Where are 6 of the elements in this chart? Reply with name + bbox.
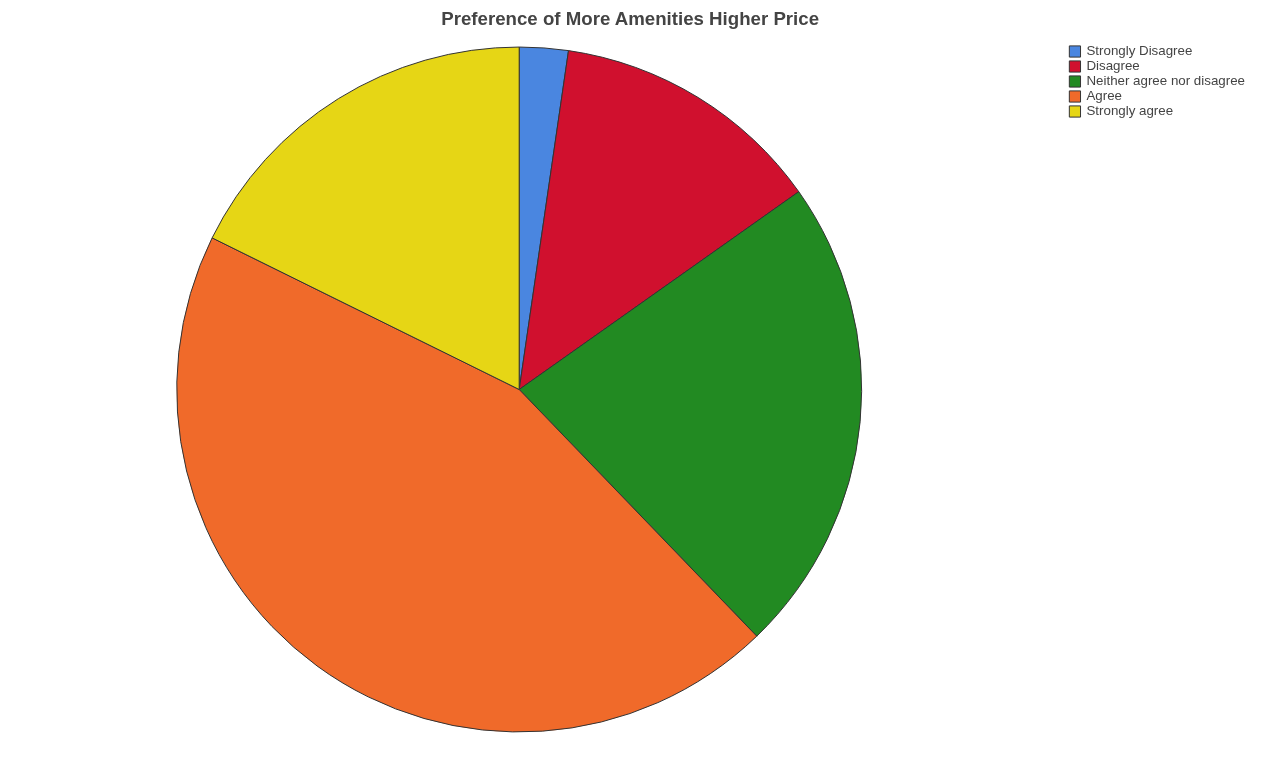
chart-title: Preference of More Amenities Higher Price bbox=[441, 7, 820, 29]
legend-label: Neither agree nor disagree bbox=[1086, 73, 1245, 88]
legend-label: Disagree bbox=[1086, 58, 1140, 73]
legend-label: Agree bbox=[1086, 88, 1123, 103]
legend-label: Strongly Disagree bbox=[1086, 43, 1193, 58]
legend-label: Strongly agree bbox=[1086, 103, 1174, 118]
